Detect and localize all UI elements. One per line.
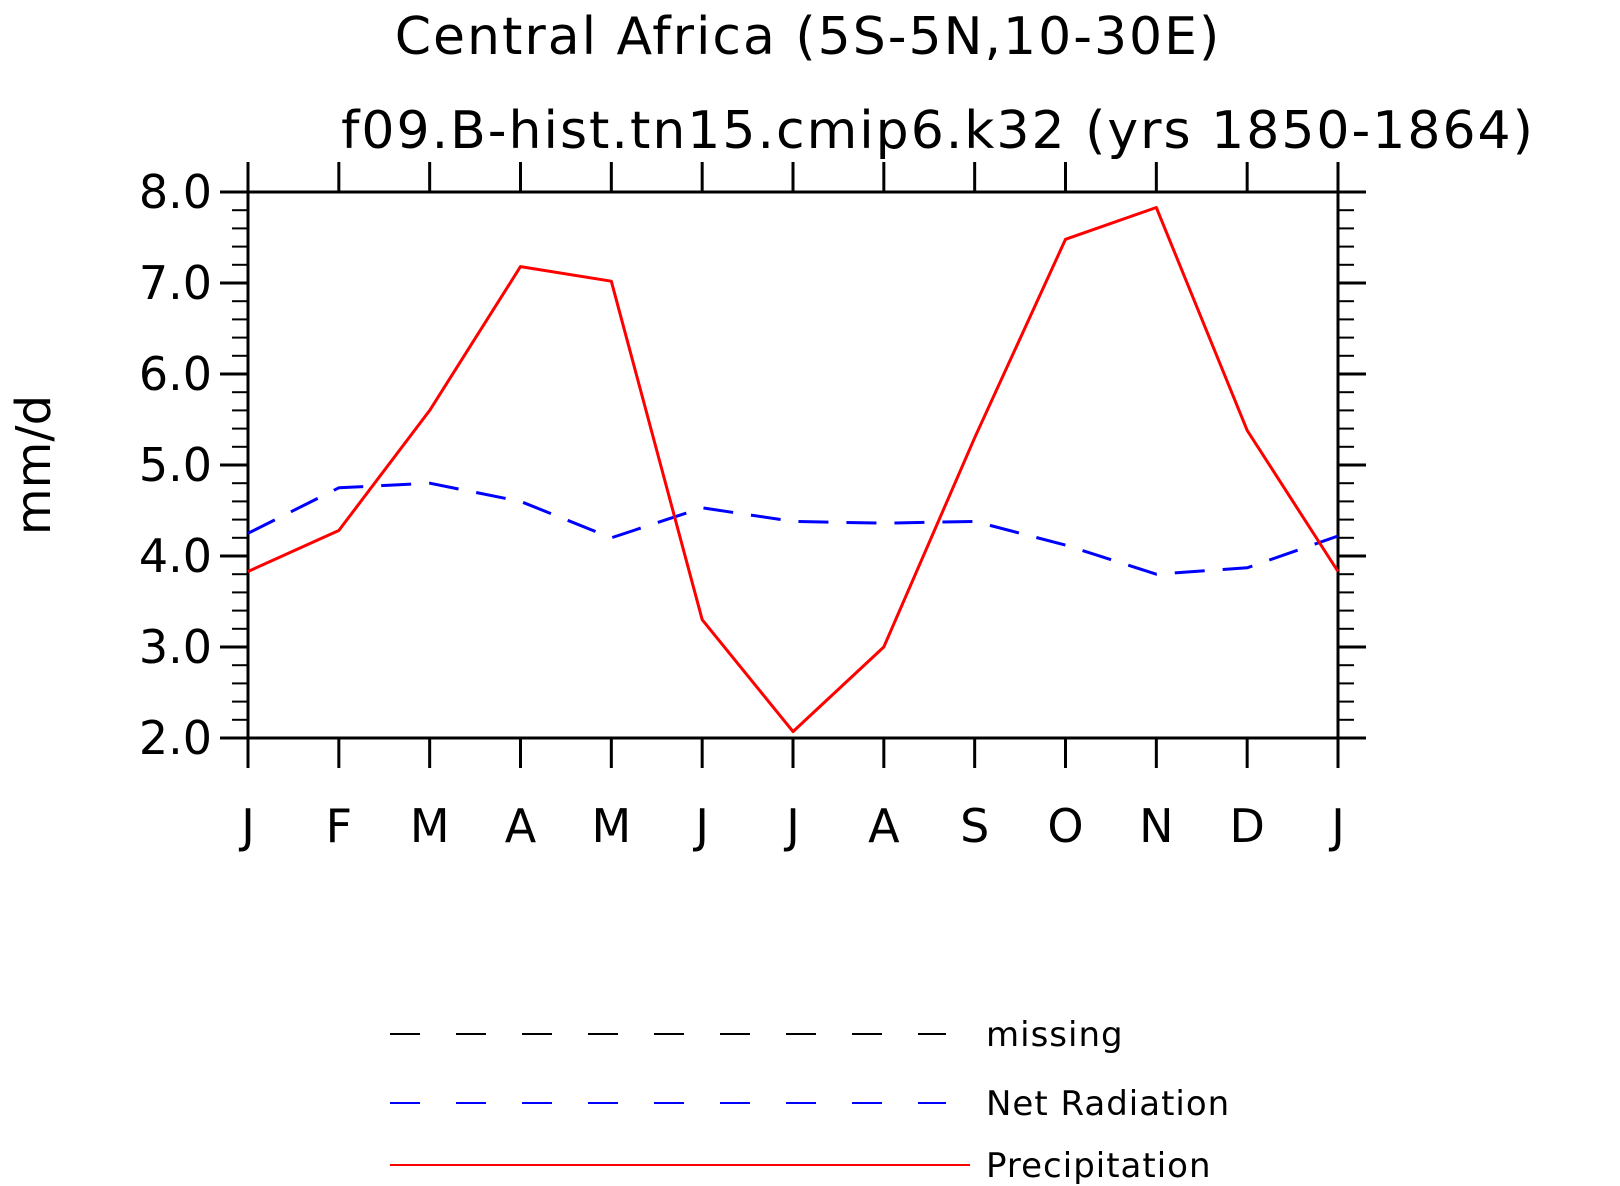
y-tick-label: 6.0 — [139, 347, 212, 401]
y-axis-label: mm/d — [6, 395, 62, 535]
x-tick-label: J — [238, 799, 255, 853]
x-tick-label: A — [868, 799, 900, 853]
y-tick-label: 3.0 — [139, 620, 212, 674]
x-tick-label: S — [960, 799, 989, 853]
x-tick-label: D — [1229, 799, 1264, 853]
x-tick-label: F — [326, 799, 352, 853]
series-layer — [247, 206, 1340, 734]
x-tick-label: J — [1328, 799, 1345, 853]
x-tick-label: J — [783, 799, 800, 853]
legend-label-precipitation: Precipitation — [986, 1146, 1212, 1186]
x-tick-label: M — [410, 799, 450, 853]
x-tick-label: O — [1047, 799, 1083, 853]
series-line-precipitation — [247, 206, 1340, 734]
y-tick-label: 8.0 — [139, 165, 212, 219]
y-tick-label: 2.0 — [139, 711, 212, 765]
y-axis-ticks: 2.0 3.0 4.0 5.0 6.0 7.0 8.0 — [139, 165, 1366, 765]
legend: missing Net Radiation Precipitation — [390, 1015, 1230, 1186]
plot-border — [246, 190, 1340, 740]
y-tick-label: 7.0 — [139, 256, 212, 310]
chart-title: Central Africa (5S-5N,10-30E) — [395, 7, 1222, 67]
series-line-net-radiation — [247, 481, 1339, 576]
legend-label-net-radiation: Net Radiation — [986, 1084, 1230, 1124]
x-tick-label: A — [505, 799, 537, 853]
x-tick-label: J — [692, 799, 709, 853]
plot-frame — [246, 190, 1340, 740]
y-tick-label: 5.0 — [139, 438, 212, 492]
legend-label-missing: missing — [986, 1015, 1124, 1055]
chart-subtitle: f09.B-hist.tn15.cmip6.k32 (yrs 1850-1864… — [341, 101, 1535, 161]
y-tick-label: 4.0 — [139, 529, 212, 583]
x-tick-label: N — [1139, 799, 1173, 853]
x-tick-label: M — [591, 799, 631, 853]
